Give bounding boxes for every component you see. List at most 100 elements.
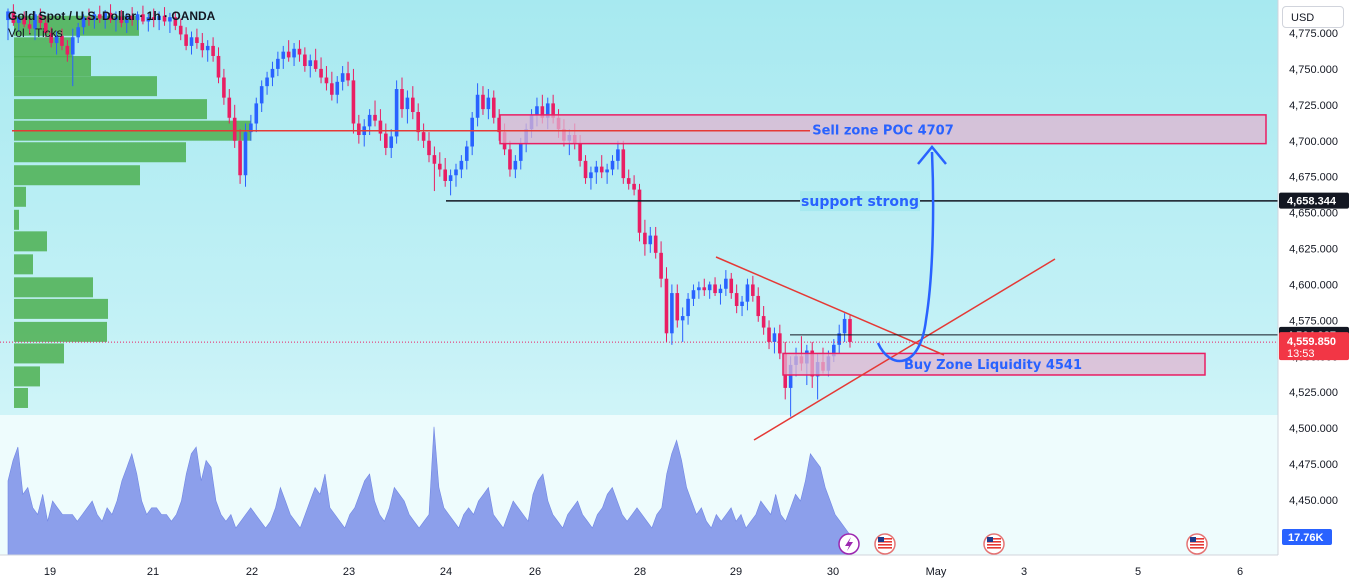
candle-body <box>162 15 167 22</box>
descending-trendline <box>715 256 945 356</box>
candle-body <box>411 97 415 113</box>
candle-body <box>124 15 129 23</box>
time-tick-label: 19 <box>44 566 56 578</box>
volume-profile-bar <box>14 298 108 319</box>
price-tick-label: 4,625.000 <box>1289 244 1338 256</box>
candle-body <box>60 35 64 46</box>
candle-body <box>637 189 642 233</box>
candle-body <box>486 97 491 110</box>
candle-body <box>718 288 723 294</box>
candle-body <box>497 117 501 133</box>
candle-body <box>119 17 124 23</box>
candle-body <box>114 17 118 21</box>
candle-body <box>740 301 744 307</box>
candle-body <box>632 183 636 190</box>
candle-body <box>707 284 712 291</box>
support-label-background <box>800 191 920 212</box>
candle-body <box>535 106 539 115</box>
candle-body <box>659 252 663 279</box>
candle-body <box>27 24 32 29</box>
price-tick-label: 4,650.000 <box>1289 208 1338 220</box>
candle-body <box>211 45 215 56</box>
price-level-badge <box>1279 192 1349 209</box>
flag-canton <box>878 537 884 542</box>
symbol-title[interactable]: Gold Spot / U.S. Dollar · 1h · OANDA <box>8 9 216 23</box>
candle-body <box>626 178 631 184</box>
candle-body <box>432 155 437 164</box>
candle-body <box>702 287 707 291</box>
candle-body <box>178 25 183 35</box>
candle-body <box>254 103 259 124</box>
buy-zone-label: Buy Zone Liquidity 4541 <box>904 358 1082 373</box>
support-label: support strong <box>801 194 919 210</box>
candle-body <box>308 60 313 67</box>
time-tick-label: May <box>926 566 947 578</box>
time-tick-label: 22 <box>246 566 258 578</box>
last-price-countdown: 13:53 <box>1287 348 1315 360</box>
annotation-labels: Sell zone POC 4707 support strong Buy Zone… <box>800 123 1082 373</box>
candle-body <box>319 68 323 78</box>
candle-body <box>6 11 10 21</box>
sell-zone-label: Sell zone POC 4707 <box>812 123 954 138</box>
candle-body <box>616 149 620 161</box>
time-tick-label: 6 <box>1237 566 1243 578</box>
volume-area <box>7 426 851 555</box>
candle-body <box>605 169 609 173</box>
price-axis[interactable]: 4,450.000 4,475.000 4,500.000 4,525.000 4,55… <box>1277 0 1349 585</box>
candle-body <box>340 73 345 82</box>
candle-body <box>216 55 221 78</box>
candle-body <box>578 143 582 161</box>
candle-body <box>734 293 739 307</box>
candle-body <box>778 333 782 354</box>
currency-button[interactable]: USD <box>1282 6 1344 28</box>
candle-body <box>589 172 593 179</box>
candle-body <box>81 17 86 28</box>
candle-body <box>189 37 194 46</box>
volume-profile-bar <box>14 142 186 163</box>
ascending-trendline <box>753 258 1056 441</box>
candle-body <box>11 11 16 23</box>
candle-body <box>108 12 113 21</box>
candle-body <box>38 14 43 23</box>
candle-body <box>448 175 453 181</box>
flag-stripe <box>1190 544 1204 546</box>
candle-body <box>610 160 615 170</box>
candle-body <box>16 17 21 23</box>
candle-body <box>394 89 399 137</box>
projection-arrow <box>876 151 935 363</box>
candle-body <box>249 123 253 133</box>
price-axis-background <box>1278 0 1349 585</box>
candle-body <box>443 169 447 181</box>
sell-zone-box <box>499 114 1267 145</box>
price-tick-label: 4,675.000 <box>1289 172 1338 184</box>
candle-body <box>43 22 48 33</box>
candle-body <box>173 17 178 26</box>
price-tick-label: 4,500.000 <box>1289 423 1338 435</box>
time-tick-label: 23 <box>343 566 355 578</box>
volume-profile-bar <box>14 366 40 387</box>
event-markers[interactable] <box>838 533 1208 555</box>
flag-canton <box>1190 537 1196 542</box>
volume-profile-bar <box>14 343 64 364</box>
time-axis[interactable]: 19 21 22 23 24 26 28 29 30 May 3 5 6 <box>0 554 1278 585</box>
candle-body <box>475 94 480 118</box>
candle-body <box>513 160 518 170</box>
candle-body <box>33 14 37 29</box>
candle-body <box>22 17 26 25</box>
drawings[interactable] <box>0 114 1278 441</box>
price-tick-label: 4,725.000 <box>1289 100 1338 112</box>
volume-profile-bar <box>14 165 140 186</box>
candle-body <box>184 34 188 46</box>
candle-body <box>378 120 383 134</box>
candle-body <box>421 132 426 141</box>
candle-body <box>400 89 404 110</box>
candle-body <box>508 149 512 170</box>
candle-body <box>276 58 280 69</box>
candle-body <box>270 68 275 78</box>
price-tick-label: 4,775.000 <box>1289 28 1338 40</box>
candle-body <box>195 37 199 44</box>
time-axis-background <box>0 555 1278 585</box>
indicator-label[interactable]: Vol · Ticks <box>8 26 63 40</box>
candle-body <box>151 17 156 21</box>
